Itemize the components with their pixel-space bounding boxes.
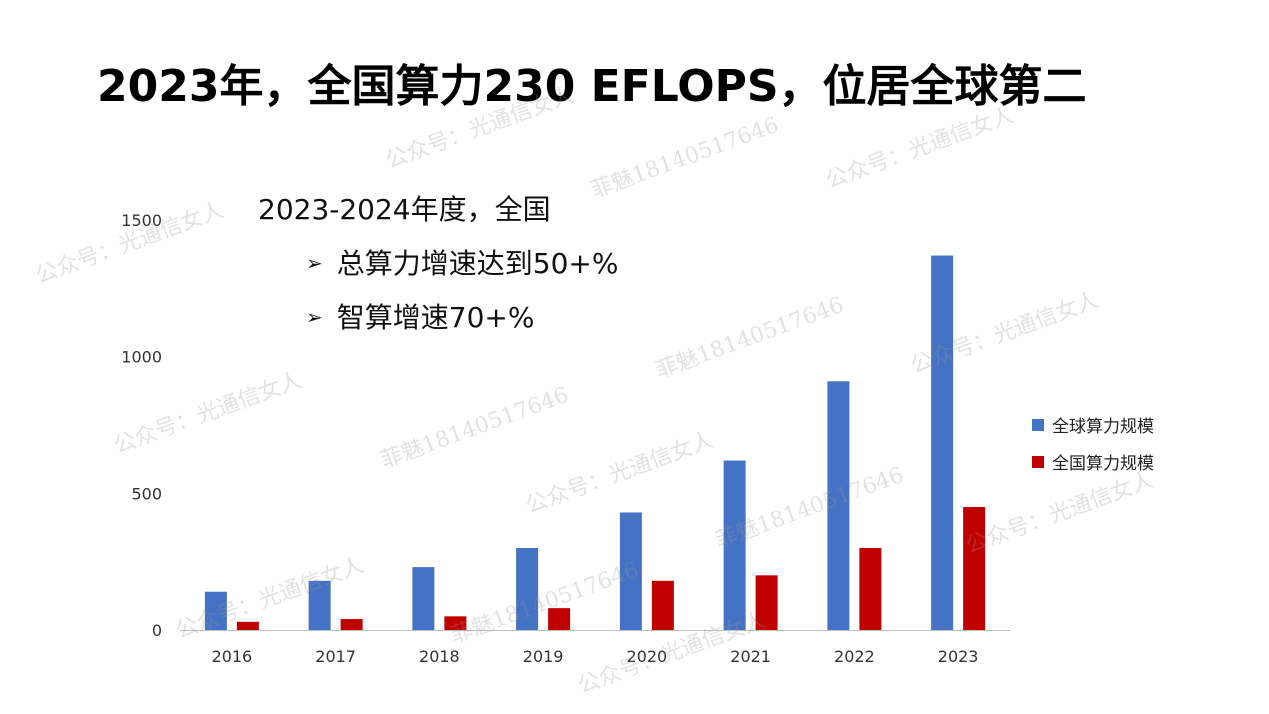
slide-title: 2023年，全国算力230 EFLOPS，位居全球第二 bbox=[97, 61, 1087, 112]
x-tick-label: 2021 bbox=[730, 647, 771, 666]
y-tick-label: 500 bbox=[131, 484, 162, 503]
legend-item-china: 全国算力规模 bbox=[1032, 449, 1154, 474]
arrow-bullet-icon: ➢ bbox=[306, 305, 323, 329]
bar-global-2020 bbox=[619, 512, 642, 630]
bar-china-2021 bbox=[755, 575, 778, 630]
x-tick-label: 2018 bbox=[419, 647, 460, 666]
notes-block: 2023-2024年度，全国 ➢ 总算力增速达到50+% ➢ 智算增速70+% bbox=[258, 188, 618, 336]
notes-bullet: ➢ 总算力增速达到50+% bbox=[306, 242, 618, 282]
bar-china-2019 bbox=[548, 608, 571, 630]
bar-china-2016 bbox=[236, 621, 259, 630]
bar-global-2016 bbox=[204, 591, 227, 630]
x-tick-label: 2017 bbox=[315, 647, 356, 666]
legend-swatch-china bbox=[1032, 455, 1044, 468]
bar-china-2017 bbox=[340, 619, 363, 630]
x-tick-label: 2023 bbox=[938, 647, 979, 666]
notes-bullet: ➢ 智算增速70+% bbox=[306, 296, 618, 336]
y-tick-label: 1500 bbox=[121, 211, 162, 230]
legend-label-china: 全国算力规模 bbox=[1052, 454, 1154, 474]
chart-legend: 全球算力规模 全国算力规模 bbox=[1032, 412, 1154, 486]
bar-global-2023 bbox=[931, 255, 954, 631]
bullet-text: 智算增速70+% bbox=[336, 301, 535, 334]
bar-china-2018 bbox=[444, 616, 467, 630]
bullet-text: 总算力增速达到50+% bbox=[336, 247, 619, 280]
bar-global-2022 bbox=[827, 381, 850, 630]
legend-item-global: 全球算力规模 bbox=[1032, 412, 1154, 437]
bar-china-2023 bbox=[963, 507, 986, 630]
x-tick-label: 2020 bbox=[627, 647, 668, 666]
x-tick-label: 2022 bbox=[834, 647, 875, 666]
bar-china-2020 bbox=[651, 580, 674, 630]
bar-china-2022 bbox=[859, 548, 882, 630]
legend-swatch-global bbox=[1032, 418, 1044, 431]
y-tick-label: 0 bbox=[152, 621, 162, 640]
x-tick-label: 2016 bbox=[212, 647, 253, 666]
arrow-bullet-icon: ➢ bbox=[306, 251, 323, 275]
bar-global-2017 bbox=[308, 580, 331, 630]
y-tick-label: 1000 bbox=[121, 348, 162, 367]
bar-global-2018 bbox=[412, 567, 435, 630]
x-tick-label: 2019 bbox=[523, 647, 564, 666]
bar-global-2019 bbox=[516, 548, 539, 630]
bar-global-2021 bbox=[723, 460, 746, 630]
notes-heading: 2023-2024年度，全国 bbox=[258, 193, 551, 226]
legend-label-global: 全球算力规模 bbox=[1052, 417, 1154, 437]
